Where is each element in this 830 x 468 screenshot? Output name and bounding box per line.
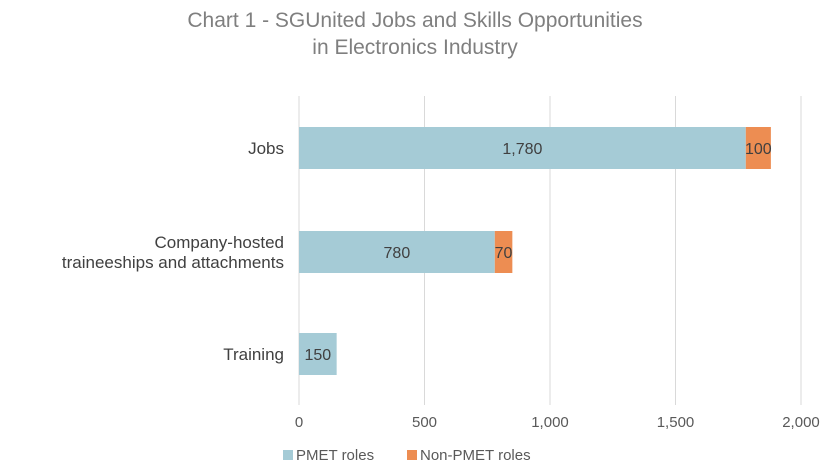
bars: 1,780 100 780 70 150 — [299, 127, 772, 375]
x-tick-label-0: 0 — [295, 414, 303, 431]
data-label-pmet-0: 1,780 — [502, 141, 542, 158]
bar-pmet-0 — [299, 127, 746, 169]
legend-swatch-0 — [283, 450, 293, 460]
category-label-2-line-0: Training — [223, 345, 284, 364]
chart-title-line-1: Chart 1 - SGUnited Jobs and Skills Oppor… — [187, 9, 642, 32]
data-label-non-pmet-1: 70 — [495, 245, 513, 262]
legend-label-1: Non-PMET roles — [420, 447, 531, 464]
data-label-non-pmet-0: 100 — [745, 141, 772, 158]
chart-title: Chart 1 - SGUnited Jobs and Skills Oppor… — [187, 9, 642, 59]
legend-label-0: PMET roles — [296, 447, 374, 464]
x-tick-label-1: 500 — [412, 414, 437, 431]
bar-pmet-2 — [299, 333, 337, 375]
legend-swatch-1 — [407, 450, 417, 460]
category-label-1-line-0: Company-hosted — [155, 233, 284, 252]
data-label-pmet-2: 150 — [304, 347, 331, 364]
x-tick-label-2: 1,000 — [531, 414, 569, 431]
bar-pmet-1 — [299, 231, 495, 273]
chart-title-line-2: in Electronics Industry — [312, 36, 518, 59]
legend: PMET roles Non-PMET roles — [283, 447, 531, 464]
x-tick-label-4: 2,000 — [782, 414, 820, 431]
category-label-1-line-1: traineeships and attachments — [62, 253, 284, 272]
category-label-0-line-0: Jobs — [248, 139, 284, 158]
x-axis-tick-labels: 0 500 1,000 1,500 2,000 — [295, 414, 820, 431]
bar-non-pmet-1 — [494, 231, 513, 273]
data-label-pmet-1: 780 — [384, 245, 411, 262]
x-tick-label-3: 1,500 — [657, 414, 695, 431]
bar-non-pmet-0 — [745, 127, 771, 169]
